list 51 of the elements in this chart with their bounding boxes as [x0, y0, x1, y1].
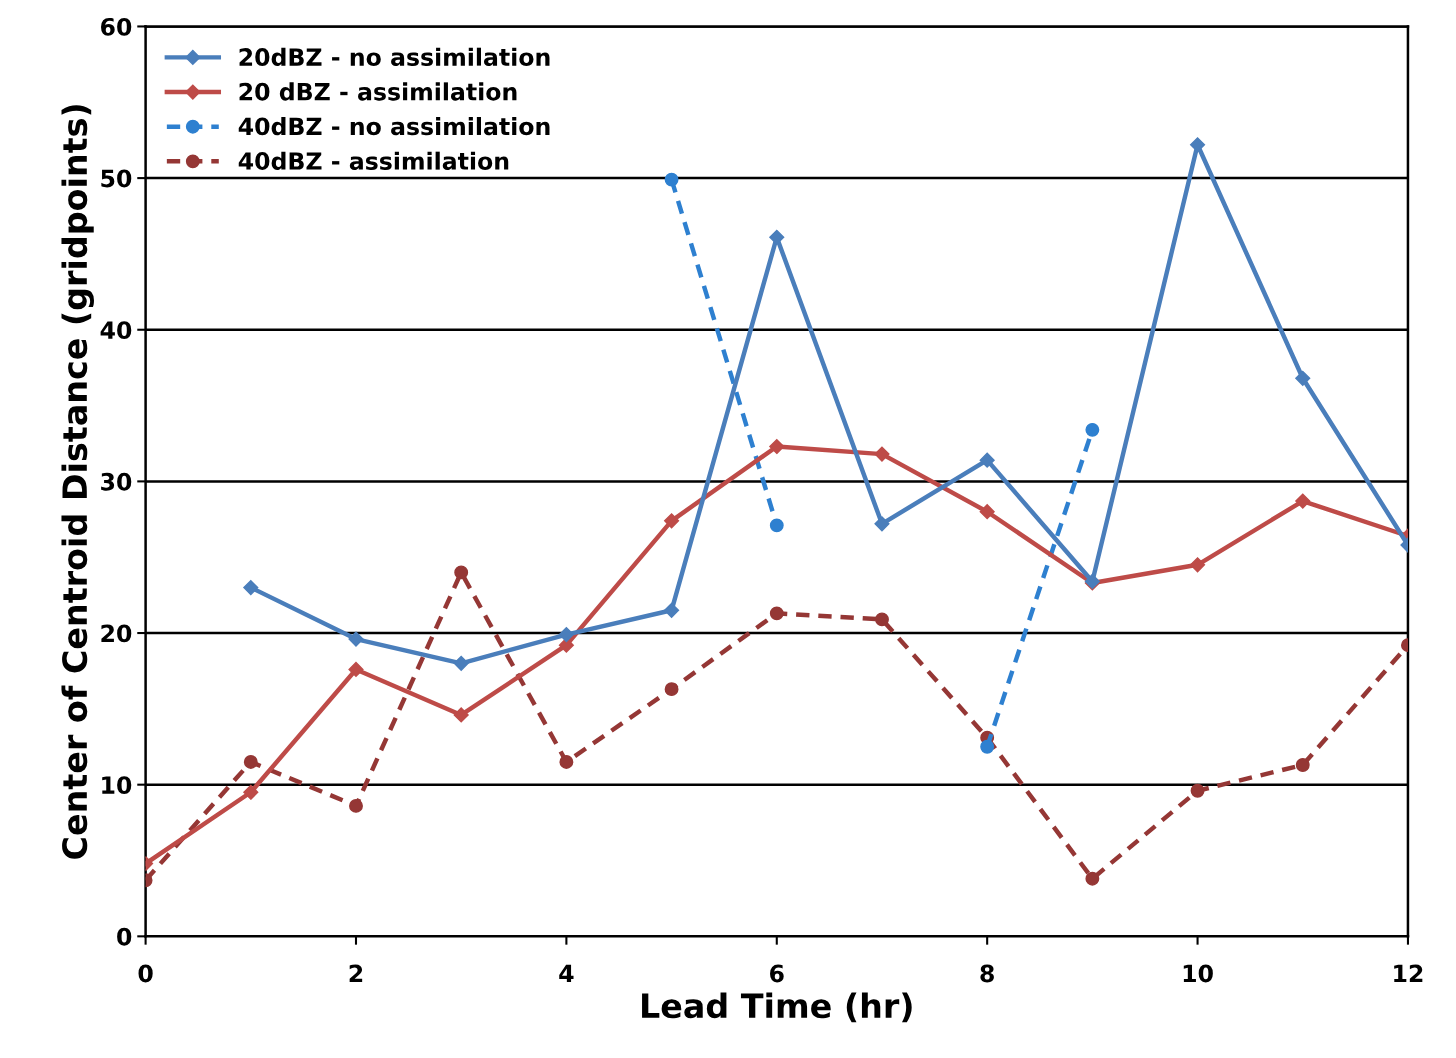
point: [558, 626, 574, 643]
point: [348, 631, 364, 647]
point: [1189, 557, 1206, 573]
point: [243, 579, 259, 596]
y-tick-label: 10: [102, 776, 132, 794]
legend-label: 40dBZ - assimilation: [238, 151, 509, 170]
point: [769, 518, 784, 533]
point: [874, 516, 890, 532]
point: [1085, 422, 1100, 437]
x-tick-label: 8: [980, 964, 994, 983]
y-tick-label: 40: [100, 321, 132, 340]
point: [348, 661, 364, 678]
point: [453, 707, 469, 723]
point: [664, 513, 680, 529]
point: [243, 784, 259, 800]
x-tick-label: 10: [1183, 964, 1213, 983]
point: [664, 682, 679, 697]
point: [349, 798, 363, 813]
y-tick-label: 60: [101, 17, 132, 36]
point: [980, 739, 995, 754]
y-tick-label: 0: [117, 927, 132, 946]
x-tick-label: 2: [349, 964, 363, 983]
x-tick-label: 6: [770, 964, 784, 983]
y-tick-label: 30: [101, 472, 132, 491]
y-tick-label: 20: [101, 624, 132, 643]
point: [1085, 871, 1100, 886]
point: [559, 754, 574, 769]
legend-label: 20dBZ - no assimilation: [239, 47, 550, 66]
point: [1295, 493, 1311, 509]
x-axis-title: Lead Time (hr): [642, 992, 912, 1023]
point: [979, 452, 995, 468]
point: [769, 438, 785, 455]
point: [874, 446, 890, 462]
point: [1295, 758, 1310, 772]
legend-label: 40dBZ - no assimilation: [238, 117, 550, 136]
point: [453, 655, 469, 671]
legend-label: 20 dBZ - assimilation: [239, 82, 517, 101]
x-tick-label: 0: [138, 964, 153, 983]
x-tick-label: 12: [1394, 964, 1423, 983]
y-tick-label: 50: [101, 169, 132, 188]
y-axis-title: Center of Centroid Distance (gridpoints): [61, 105, 94, 859]
point: [243, 754, 258, 769]
point: [1295, 370, 1311, 386]
point: [979, 504, 995, 520]
point: [1190, 783, 1205, 798]
point: [454, 565, 469, 580]
point: [664, 602, 680, 618]
point: [664, 172, 679, 187]
point: [769, 606, 784, 621]
x-tick-label: 4: [559, 964, 574, 983]
point: [875, 612, 889, 627]
